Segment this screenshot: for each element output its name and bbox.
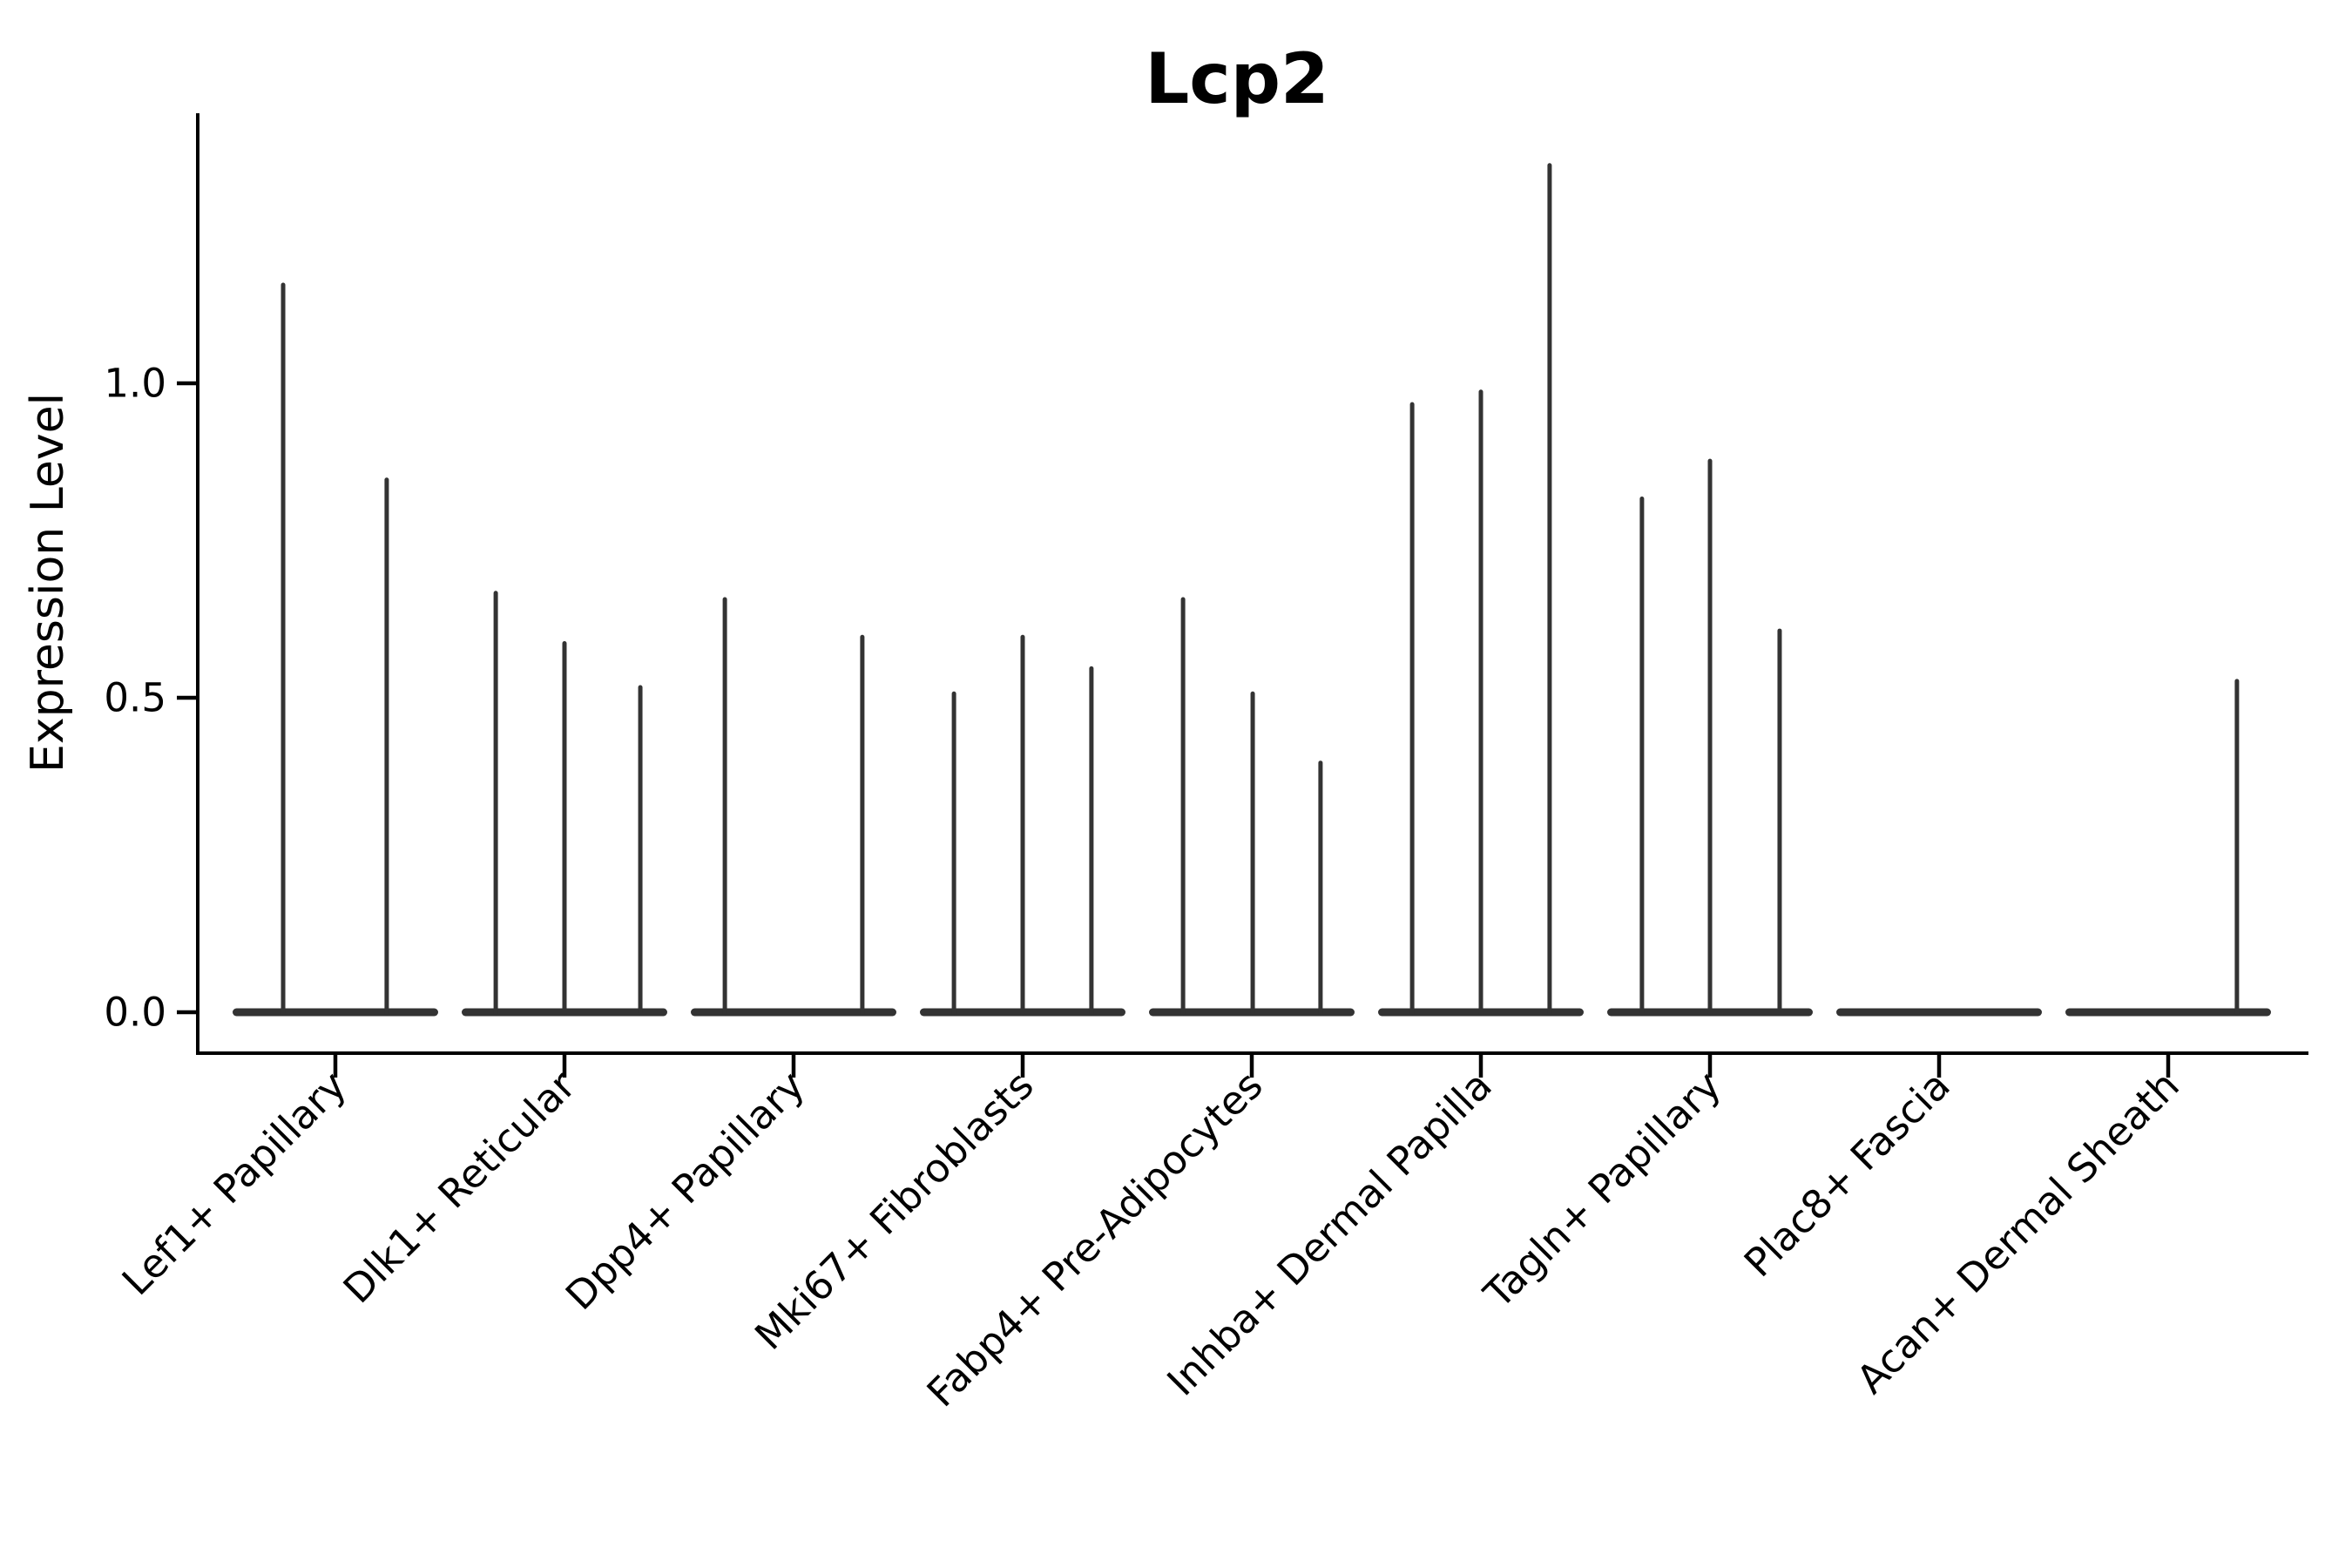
violin-spike [384, 477, 389, 1016]
violin-spike [562, 641, 567, 1016]
x-tick-label-dpp4-papillary: Dpp4+ Papillary [557, 1062, 814, 1319]
labels-layer: Lcp2 Expression Level [22, 38, 1329, 773]
x-tick-label-plac8-fascia: Plac8+ Fascia [1735, 1062, 1959, 1286]
y-tick-label: 1.0 [104, 360, 166, 406]
violin-spike [1478, 389, 1484, 1016]
violin-spike [1547, 163, 1552, 1016]
violin-spike [280, 282, 286, 1016]
violin-spike [1020, 634, 1025, 1016]
violin-spike [1639, 496, 1645, 1016]
y-tick-label: 0.5 [104, 674, 166, 720]
violin-tagln-papillary [1607, 458, 1813, 1017]
violin-dpp4-papillary [691, 597, 896, 1017]
violin-spike [493, 591, 498, 1016]
violin-spike [722, 597, 727, 1016]
violin-spike [638, 685, 643, 1016]
violin-lef1-papillary [233, 282, 438, 1017]
violin-spike [1180, 597, 1186, 1016]
x-tick-label-tagln-papillary: Tagln+ Papillary [1475, 1062, 1730, 1317]
violin-acan-dermal-sheath [2065, 679, 2271, 1017]
x-tick-label-dlk1-reticular: Dlk1+ Reticular [335, 1062, 585, 1312]
chart-title: Lcp2 [1145, 38, 1328, 119]
violin-baseline [233, 1008, 438, 1017]
violin-fabp4-pre-adipocytes [1149, 597, 1355, 1017]
violin-plac8-fascia [1836, 1008, 2042, 1017]
violin-dlk1-reticular [462, 591, 667, 1017]
violin-baseline [2065, 1008, 2271, 1017]
violin-baseline [691, 1008, 896, 1017]
violin-spike [1318, 760, 1323, 1016]
violin-spike [1250, 691, 1255, 1016]
violin-spike [1777, 628, 1782, 1016]
violin-inhba-dermal-papilla [1378, 163, 1584, 1017]
violin-baseline [1836, 1008, 2042, 1017]
x-tick-label-lef1-papillary: Lef1+ Papillary [113, 1062, 355, 1304]
y-axis-label: Expression Level [22, 393, 74, 773]
y-tick-label: 0.0 [104, 989, 166, 1035]
violin-spike [951, 691, 956, 1016]
violin-spike [1089, 666, 1094, 1016]
violin-spike [860, 634, 865, 1016]
violin-spike [1409, 402, 1415, 1016]
violin-spike [2234, 679, 2240, 1016]
violin-spike [1707, 458, 1713, 1016]
violin-mki67-fibroblasts [920, 634, 1125, 1017]
violins-layer [233, 163, 2271, 1017]
